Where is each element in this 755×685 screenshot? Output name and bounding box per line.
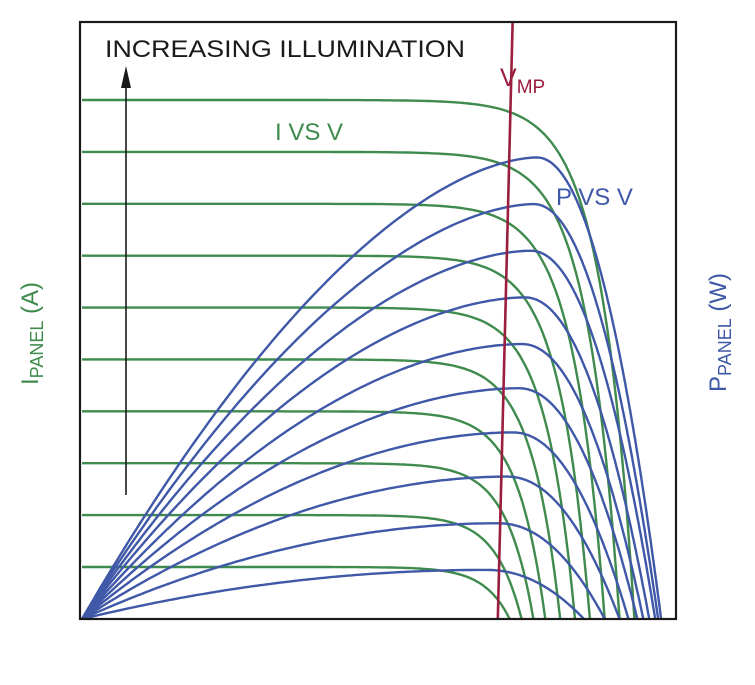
pv-curve bbox=[80, 202, 660, 620]
right-y-label-subscript: PANEL bbox=[715, 318, 735, 376]
pv-curve bbox=[81, 296, 651, 620]
left-y-label-subscript: PANEL bbox=[27, 321, 47, 379]
iv-curve bbox=[82, 513, 523, 620]
iv-curve bbox=[82, 410, 547, 620]
left-y-axis-label: IPANEL (A) bbox=[17, 282, 47, 385]
iv-curve bbox=[82, 358, 562, 620]
iv-curve bbox=[82, 202, 606, 620]
arrowhead-icon bbox=[121, 66, 131, 88]
pv-curve bbox=[81, 568, 585, 621]
illumination-label: INCREASING ILLUMINATION bbox=[105, 36, 465, 63]
iv-curve bbox=[82, 462, 535, 620]
left-y-label-main: I bbox=[17, 378, 44, 385]
pv-curve bbox=[81, 387, 639, 620]
right-y-axis-label: PPANEL (W) bbox=[705, 273, 735, 392]
iv-label: I VS V bbox=[275, 119, 343, 146]
pv-curves-group bbox=[80, 156, 663, 621]
iv-curve bbox=[82, 306, 577, 620]
iv-curve bbox=[82, 98, 636, 620]
pv-curve bbox=[81, 249, 657, 620]
pv-label: P VS V bbox=[556, 184, 633, 211]
iv-curve bbox=[82, 254, 592, 620]
right-y-label-unit: (W) bbox=[705, 273, 732, 318]
plot-frame bbox=[78, 20, 678, 621]
pv-curve bbox=[81, 431, 630, 620]
vmp-line bbox=[496, 22, 514, 620]
left-y-label-unit: (A) bbox=[17, 282, 44, 321]
pv-curve bbox=[80, 156, 663, 620]
right-y-label-main: P bbox=[705, 376, 732, 392]
pv-curve bbox=[81, 522, 606, 621]
vmp-label-subscript: MP bbox=[517, 77, 546, 98]
iv-curve bbox=[82, 150, 621, 620]
vmp-label-main: V bbox=[500, 64, 517, 92]
pv-curve bbox=[81, 475, 621, 621]
pv-curve bbox=[81, 342, 645, 620]
vmp-label: VMP bbox=[500, 64, 545, 98]
